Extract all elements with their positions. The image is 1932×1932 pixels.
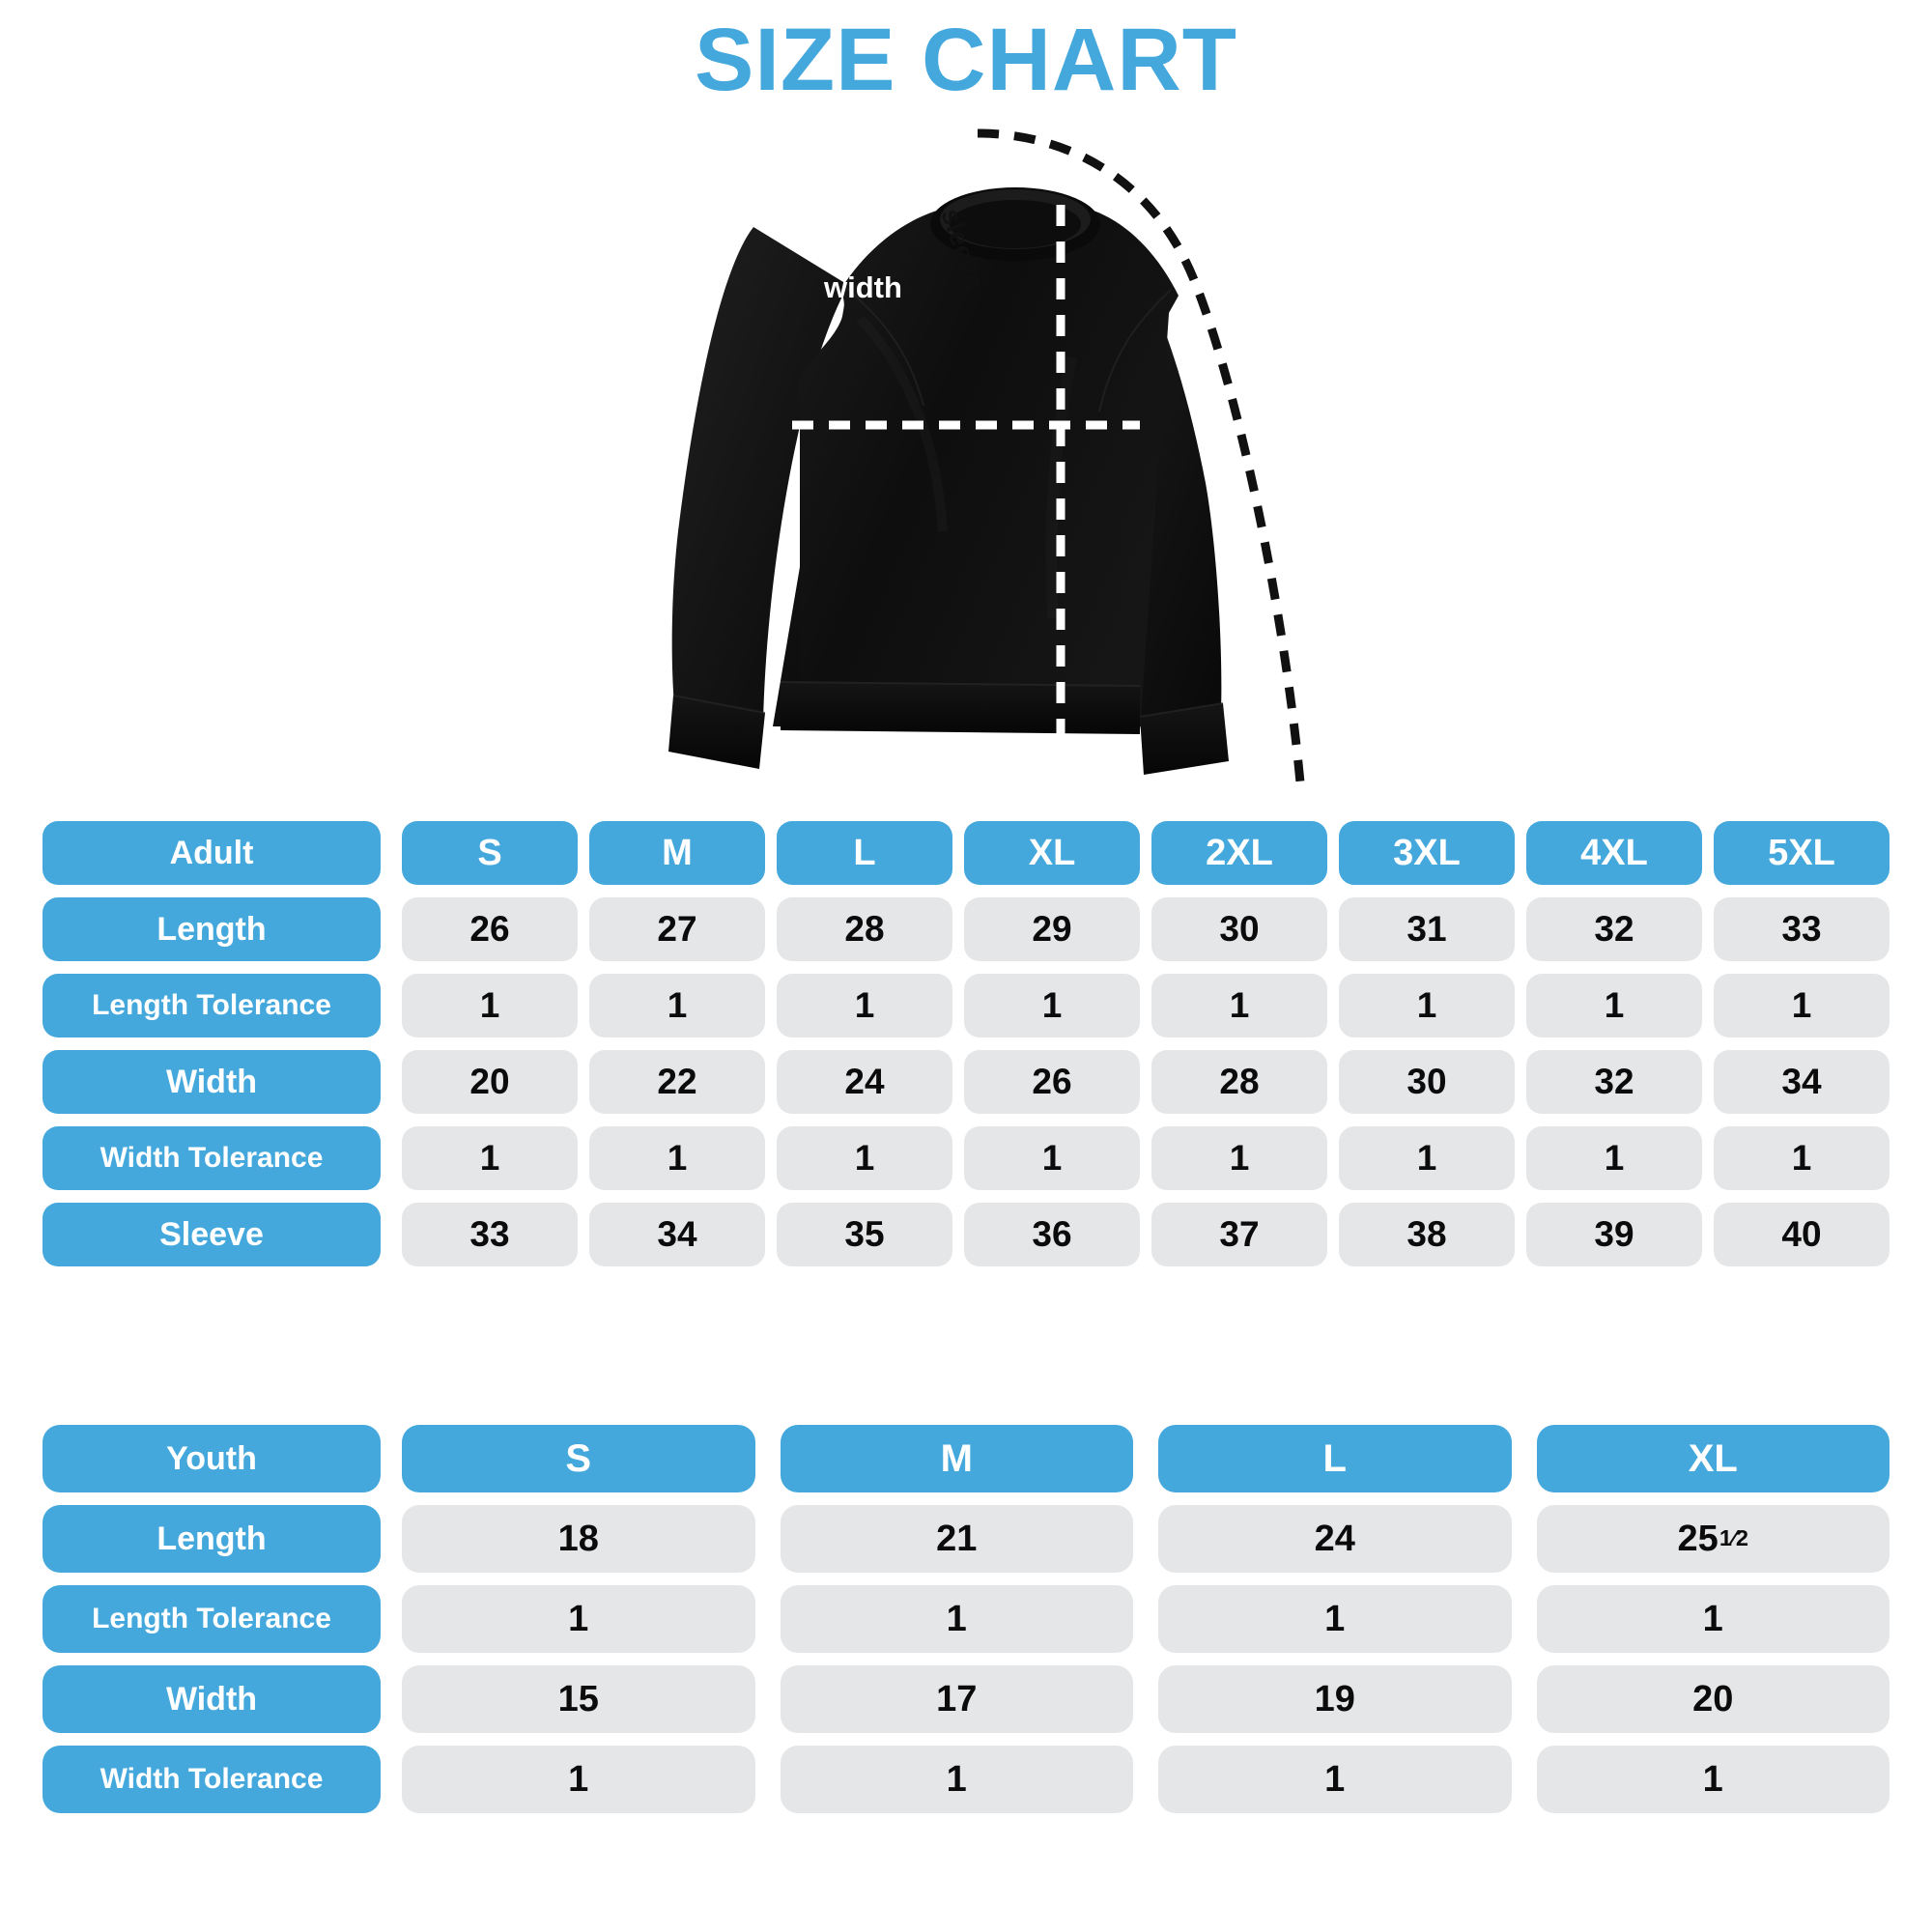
table-cell: 1 xyxy=(777,974,952,1037)
adult-row-width: Width 20 22 24 26 28 30 32 34 xyxy=(43,1050,1889,1114)
row-label: Width xyxy=(43,1050,381,1114)
table-cell: 1 xyxy=(1158,1585,1512,1653)
table-cell: 24 xyxy=(1158,1505,1512,1573)
table-cell: 1 xyxy=(402,1585,755,1653)
table-cell: 37 xyxy=(1151,1203,1327,1266)
row-label: Width xyxy=(43,1665,381,1733)
youth-size-XL: XL xyxy=(1536,1425,1889,1492)
table-cell: 1 xyxy=(402,1126,578,1190)
row-label: Length xyxy=(43,897,381,961)
adult-row-width-tolerance: Width Tolerance 1 1 1 1 1 1 1 1 xyxy=(43,1126,1889,1190)
table-cell: 33 xyxy=(1714,897,1889,961)
adult-header-row: Adult S M L XL 2XL 3XL 4XL 5XL xyxy=(43,821,1889,885)
table-cell: 21 xyxy=(780,1505,1133,1573)
row-label: Width Tolerance xyxy=(43,1126,381,1190)
row-label: Length Tolerance xyxy=(43,1585,381,1653)
table-cell: 1 xyxy=(402,1746,755,1813)
youth-size-table: Youth S M L XL Length 18 21 24 25 1⁄2 Len… xyxy=(43,1425,1889,1826)
adult-row-length: Length 26 27 28 29 30 31 32 33 xyxy=(43,897,1889,961)
table-cell: 40 xyxy=(1714,1203,1889,1266)
table-cell: 33 xyxy=(402,1203,578,1266)
table-cell: 35 xyxy=(777,1203,952,1266)
adult-size-5XL: 5XL xyxy=(1714,821,1889,885)
length-label: length xyxy=(795,147,829,237)
table-cell: 34 xyxy=(1714,1050,1889,1114)
table-cell: 1 xyxy=(1158,1746,1512,1813)
table-cell: 25 1⁄2 xyxy=(1536,1505,1889,1573)
table-cell: 26 xyxy=(402,897,578,961)
table-cell: 17 xyxy=(780,1665,1133,1733)
youth-row-length: Length 18 21 24 25 1⁄2 xyxy=(43,1505,1889,1573)
table-cell: 19 xyxy=(1158,1665,1512,1733)
table-cell: 1 xyxy=(1714,1126,1889,1190)
table-cell: 28 xyxy=(1151,1050,1327,1114)
youth-row-length-tolerance: Length Tolerance 1 1 1 1 xyxy=(43,1585,1889,1653)
row-label: Width Tolerance xyxy=(43,1746,381,1813)
table-cell: 1 xyxy=(1526,974,1702,1037)
adult-size-3XL: 3XL xyxy=(1339,821,1515,885)
table-cell: 34 xyxy=(589,1203,765,1266)
table-cell: 1 xyxy=(780,1746,1133,1813)
sweatshirt-icon xyxy=(668,128,1305,783)
width-label: width xyxy=(824,270,902,304)
table-cell: 1 xyxy=(777,1126,952,1190)
youth-row-width: Width 15 17 19 20 xyxy=(43,1665,1889,1733)
adult-size-table: Adult S M L XL 2XL 3XL 4XL 5XL Length 26… xyxy=(43,821,1889,1279)
adult-table-title: Adult xyxy=(43,821,381,885)
table-cell: 1 xyxy=(1526,1126,1702,1190)
youth-row-width-tolerance: Width Tolerance 1 1 1 1 xyxy=(43,1746,1889,1813)
youth-table-title: Youth xyxy=(43,1425,381,1492)
table-cell: 30 xyxy=(1339,1050,1515,1114)
adult-size-S: S xyxy=(402,821,578,885)
table-cell: 1 xyxy=(589,974,765,1037)
row-label: Length xyxy=(43,1505,381,1573)
table-cell: 28 xyxy=(777,897,952,961)
adult-row-sleeve: Sleeve 33 34 35 36 37 38 39 40 xyxy=(43,1203,1889,1266)
table-cell: 32 xyxy=(1526,1050,1702,1114)
garment-illustration: width length sleeve xyxy=(618,116,1372,792)
table-cell: 36 xyxy=(964,1203,1140,1266)
table-cell: 1 xyxy=(1714,974,1889,1037)
youth-size-S: S xyxy=(402,1425,755,1492)
table-cell: 1 xyxy=(964,974,1140,1037)
adult-size-4XL: 4XL xyxy=(1526,821,1702,885)
adult-size-2XL: 2XL xyxy=(1151,821,1327,885)
adult-row-length-tolerance: Length Tolerance 1 1 1 1 1 1 1 1 xyxy=(43,974,1889,1037)
table-cell: 29 xyxy=(964,897,1140,961)
table-cell: 1 xyxy=(1151,1126,1327,1190)
table-cell: 20 xyxy=(402,1050,578,1114)
table-cell: 1 xyxy=(1536,1585,1889,1653)
sleeve-measure-line xyxy=(977,128,1305,783)
youth-size-M: M xyxy=(780,1425,1133,1492)
table-cell: 24 xyxy=(777,1050,952,1114)
table-cell: 39 xyxy=(1526,1203,1702,1266)
adult-size-M: M xyxy=(589,821,765,885)
table-cell: 26 xyxy=(964,1050,1140,1114)
adult-size-L: L xyxy=(777,821,952,885)
table-cell: 15 xyxy=(402,1665,755,1733)
table-cell: 38 xyxy=(1339,1203,1515,1266)
youth-size-L: L xyxy=(1158,1425,1512,1492)
table-cell: 1 xyxy=(402,974,578,1037)
page-title: SIZE CHART xyxy=(695,11,1237,109)
table-cell: 1 xyxy=(589,1126,765,1190)
table-cell: 1 xyxy=(1339,974,1515,1037)
youth-header-row: Youth S M L XL xyxy=(43,1425,1889,1492)
table-cell: 1 xyxy=(1151,974,1327,1037)
row-label: Sleeve xyxy=(43,1203,381,1266)
table-cell: 32 xyxy=(1526,897,1702,961)
table-cell: 27 xyxy=(589,897,765,961)
table-cell: 1 xyxy=(964,1126,1140,1190)
table-cell: 1 xyxy=(780,1585,1133,1653)
table-cell: 1 xyxy=(1536,1746,1889,1813)
table-cell: 1 xyxy=(1339,1126,1515,1190)
table-cell: 30 xyxy=(1151,897,1327,961)
table-cell: 20 xyxy=(1536,1665,1889,1733)
table-cell: 18 xyxy=(402,1505,755,1573)
table-cell: 31 xyxy=(1339,897,1515,961)
adult-size-XL: XL xyxy=(964,821,1140,885)
row-label: Length Tolerance xyxy=(43,974,381,1037)
table-cell: 22 xyxy=(589,1050,765,1114)
